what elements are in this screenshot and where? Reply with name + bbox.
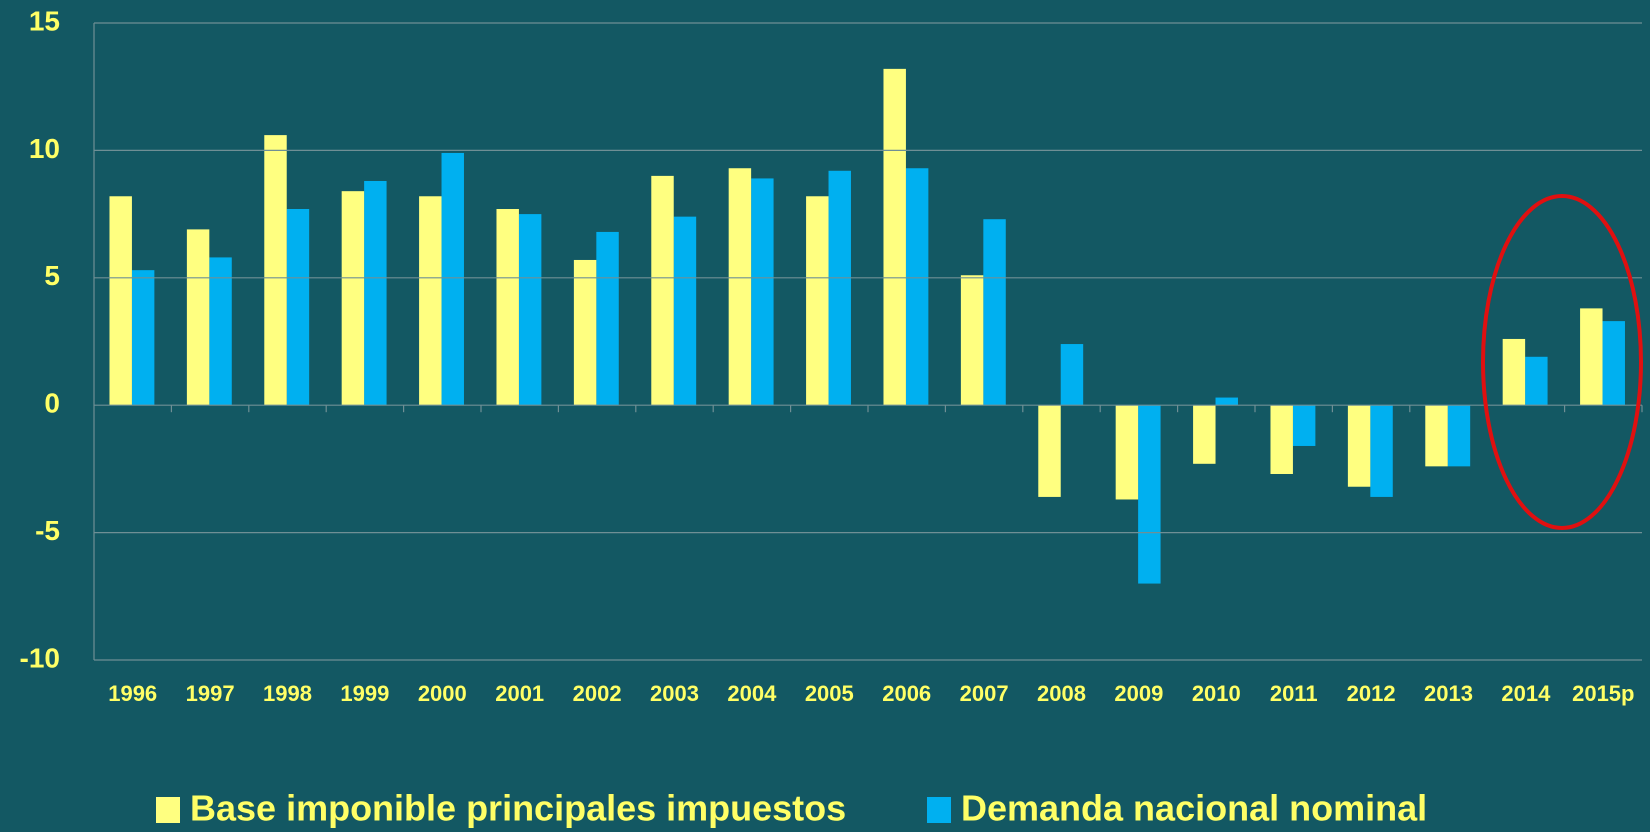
legend-swatch (927, 797, 951, 823)
x-tick-label: 2005 (805, 681, 854, 706)
bar (419, 196, 442, 406)
x-tick-label: 2013 (1424, 681, 1473, 706)
bar (1193, 405, 1216, 464)
x-tick-label: 2002 (573, 681, 622, 706)
bar (673, 216, 697, 406)
x-tick-label: 2008 (1037, 681, 1086, 706)
bar (1292, 405, 1316, 446)
bar (131, 270, 155, 406)
highlight-ellipse (1481, 194, 1643, 530)
bar (983, 219, 1006, 406)
x-tick-label: 2010 (1192, 681, 1241, 706)
x-tick-label: 2006 (882, 681, 931, 706)
legend-swatch (156, 797, 180, 823)
y-tick-label: 0 (44, 388, 60, 419)
bar (1215, 397, 1238, 406)
x-tick-label: 2012 (1347, 681, 1396, 706)
bar (1060, 344, 1084, 406)
bar (728, 168, 752, 406)
bar (186, 229, 210, 406)
bar (518, 214, 542, 406)
bar (1580, 308, 1603, 406)
x-tick-label: 2001 (495, 681, 544, 706)
bar (651, 175, 674, 406)
y-tick-label: -10 (20, 642, 60, 673)
x-tick-label: 2007 (960, 681, 1009, 706)
bar (596, 231, 619, 406)
x-tick-label: 2004 (727, 681, 777, 706)
bar (960, 275, 984, 406)
bar (441, 152, 464, 406)
y-tick-label: 5 (44, 260, 60, 291)
x-tick-label: 1999 (340, 681, 389, 706)
bar (1447, 405, 1471, 467)
bar (209, 257, 232, 406)
x-tick-label: 2003 (650, 681, 699, 706)
y-tick-label: -5 (35, 515, 60, 546)
bar (264, 135, 287, 406)
bar (1038, 405, 1061, 497)
x-tick-label: 1996 (108, 681, 157, 706)
bar (806, 196, 829, 406)
y-tick-label: 10 (29, 133, 60, 164)
x-tick-label: 1998 (263, 681, 312, 706)
bar (109, 196, 132, 406)
legend-label: Demanda nacional nominal (961, 788, 1427, 829)
legend: Base imponible principales impuestos Dem… (156, 788, 1427, 829)
y-tick-label: 15 (29, 5, 60, 36)
bar (1370, 405, 1393, 497)
legend-label: Base imponible principales impuestos (190, 788, 846, 829)
x-tick-label: 2000 (418, 681, 467, 706)
bar (1502, 338, 1526, 406)
bar (1138, 405, 1161, 584)
bar (1525, 356, 1548, 406)
bar (1425, 405, 1448, 467)
x-tick-label: 2011 (1270, 681, 1318, 706)
bar (1270, 405, 1293, 474)
bar (883, 68, 906, 406)
bar (1602, 321, 1625, 406)
bar (286, 209, 310, 406)
bar (1347, 405, 1371, 487)
bar (751, 178, 774, 406)
bar (905, 168, 929, 406)
x-tick-label: 2014 (1501, 681, 1551, 706)
x-tick-label: 1997 (186, 681, 235, 706)
bar (573, 259, 597, 406)
bar (1115, 405, 1139, 500)
bar (828, 170, 851, 406)
x-tick-label: 2015p (1572, 681, 1634, 706)
bar (364, 180, 387, 406)
bar (496, 209, 519, 406)
bar (341, 191, 365, 406)
x-tick-label: 2009 (1114, 681, 1163, 706)
